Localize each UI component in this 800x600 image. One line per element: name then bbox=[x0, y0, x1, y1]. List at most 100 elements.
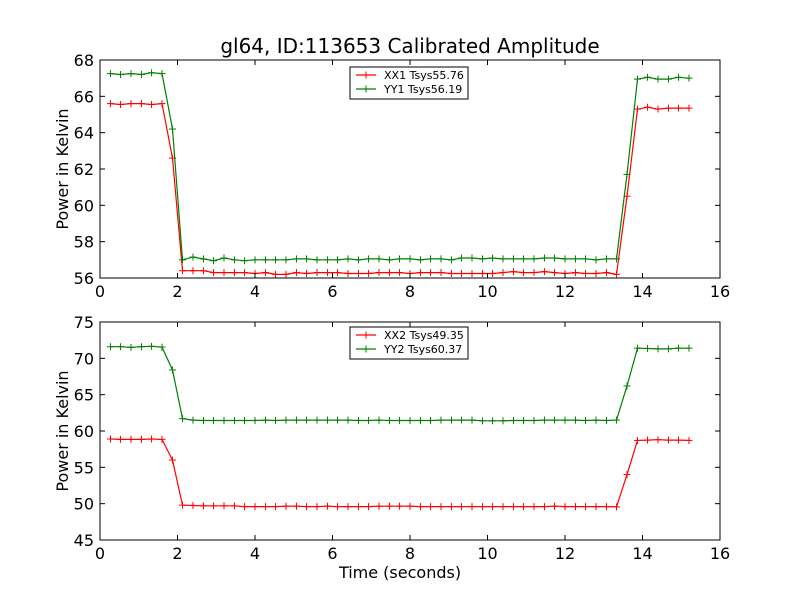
top-x-tick-label: 16 bbox=[710, 282, 730, 301]
top-series-1-point bbox=[602, 255, 610, 263]
top-series-0-point bbox=[210, 269, 218, 277]
top-series-1-point bbox=[582, 255, 590, 263]
bottom-series-0-point bbox=[623, 471, 631, 479]
bottom-series-0-point bbox=[241, 503, 249, 511]
bottom-x-tick-label: 8 bbox=[405, 544, 415, 563]
bottom-series-0-point bbox=[292, 502, 300, 510]
top-y-tick-label: 64 bbox=[74, 124, 94, 143]
top-series-1-point bbox=[168, 125, 176, 133]
top-series-1-point bbox=[127, 70, 135, 78]
top-series-0-point bbox=[303, 269, 311, 277]
bottom-series-1-point bbox=[582, 416, 590, 424]
top-series-1-point bbox=[303, 255, 311, 263]
bottom-series-1-point bbox=[168, 366, 176, 374]
bottom-legend-label: XX2 Tsys49.35 bbox=[384, 329, 464, 342]
bottom-y-tick-label: 65 bbox=[74, 386, 94, 405]
top-legend-entry: XX1 Tsys55.76 bbox=[356, 69, 464, 82]
bottom-series-1-point bbox=[148, 342, 156, 350]
bottom-series-0-point bbox=[354, 503, 362, 511]
bottom-series-0-point bbox=[282, 502, 290, 510]
top-x-tick-label: 4 bbox=[250, 282, 260, 301]
subplot-top-ylabel: Power in Kelvin bbox=[53, 108, 72, 229]
bottom-series-1-point bbox=[127, 343, 135, 351]
top-series-0-point bbox=[509, 268, 517, 276]
top-series-1-point bbox=[561, 255, 569, 263]
top-series-1-point bbox=[189, 253, 197, 261]
bottom-x-tick-label: 10 bbox=[477, 544, 497, 563]
bottom-series-0-point bbox=[509, 503, 517, 511]
bottom-series-0-point bbox=[644, 436, 652, 444]
top-x-tick-label: 6 bbox=[327, 282, 337, 301]
bottom-series-1-point bbox=[251, 416, 259, 424]
bottom-series-1-point bbox=[210, 416, 218, 424]
top-series-0-point bbox=[375, 269, 383, 277]
top-series-0-point bbox=[530, 269, 538, 277]
bottom-series-0-point bbox=[489, 503, 497, 511]
top-series-1-point bbox=[375, 255, 383, 263]
top-series-0-point bbox=[478, 269, 486, 277]
top-series-1-point bbox=[468, 254, 476, 262]
top-series-0-point bbox=[613, 270, 621, 278]
bottom-series-1-point bbox=[241, 416, 249, 424]
top-series-1-point bbox=[354, 256, 362, 264]
top-series-0-point bbox=[664, 104, 672, 112]
bottom-series-1-point bbox=[106, 343, 114, 351]
top-series-0-point bbox=[675, 104, 683, 112]
bottom-series-1-point bbox=[613, 416, 621, 424]
top-series-1-point bbox=[427, 255, 435, 263]
top-series-0-point bbox=[220, 269, 228, 277]
bottom-series-0-point bbox=[685, 436, 693, 444]
bottom-x-tick-label: 6 bbox=[327, 544, 337, 563]
bottom-series-0-point bbox=[199, 502, 207, 510]
top-series-0-point bbox=[551, 269, 559, 277]
top-series-1-point bbox=[261, 256, 269, 264]
top-series-1-point bbox=[675, 73, 683, 81]
top-series-0-point bbox=[685, 104, 693, 112]
subplot-bottom-legend-box bbox=[349, 326, 469, 360]
bottom-series-1-point bbox=[561, 416, 569, 424]
bottom-x-tick-label: 2 bbox=[172, 544, 182, 563]
top-series-1-point bbox=[644, 73, 652, 81]
bottom-series-0-point bbox=[468, 503, 476, 511]
bottom-series-1-point bbox=[416, 416, 424, 424]
bottom-series-1-point bbox=[292, 416, 300, 424]
top-series-1-point bbox=[478, 255, 486, 263]
top-series-1-point bbox=[396, 255, 404, 263]
bottom-series-0-point bbox=[220, 502, 228, 510]
bottom-series-1-point bbox=[303, 416, 311, 424]
top-series-1-point bbox=[540, 254, 548, 262]
bottom-series-0-point bbox=[365, 503, 373, 511]
top-series-0-point bbox=[292, 269, 300, 277]
bottom-series-1-point bbox=[509, 416, 517, 424]
bottom-series-1-point bbox=[499, 417, 507, 425]
top-series-0-point bbox=[468, 269, 476, 277]
top-series-0-point bbox=[148, 101, 156, 109]
top-series-0-point bbox=[334, 269, 342, 277]
bottom-x-tick-label: 0 bbox=[95, 544, 105, 563]
top-series-1-point bbox=[148, 69, 156, 77]
bottom-series-0-point bbox=[106, 435, 114, 443]
bottom-series-0-point bbox=[675, 436, 683, 444]
top-series-1-point bbox=[272, 256, 280, 264]
top-series-0-point bbox=[602, 269, 610, 277]
bottom-series-1-point bbox=[530, 416, 538, 424]
top-series-1-point bbox=[416, 256, 424, 264]
top-series-1-point bbox=[489, 254, 497, 262]
top-series-1-point bbox=[210, 257, 218, 265]
top-series-0-point bbox=[354, 269, 362, 277]
bottom-series-0-point bbox=[633, 436, 641, 444]
bottom-series-0-point bbox=[613, 503, 621, 511]
bottom-series-1-point bbox=[685, 344, 693, 352]
bottom-y-tick-label: 50 bbox=[74, 495, 94, 514]
bottom-series-1-point bbox=[592, 416, 600, 424]
top-series-0-point bbox=[261, 269, 269, 277]
bottom-x-tick-label: 4 bbox=[250, 544, 260, 563]
top-series-1-point bbox=[458, 254, 466, 262]
bottom-series-1-point bbox=[571, 416, 579, 424]
top-y-tick-label: 62 bbox=[74, 160, 94, 179]
top-x-tick-label: 14 bbox=[632, 282, 652, 301]
subplot-bottom-ylabel: Power in Kelvin bbox=[53, 370, 72, 491]
top-series-1-point bbox=[158, 70, 166, 78]
